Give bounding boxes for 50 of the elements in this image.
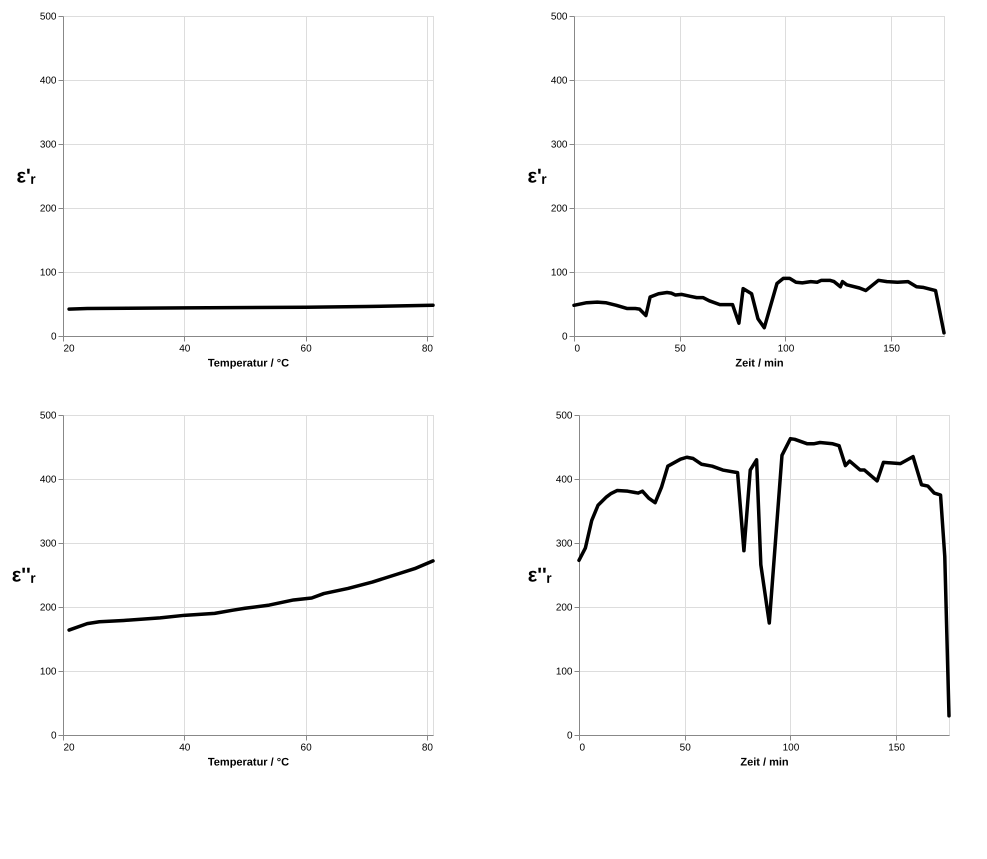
- x-tick-label: 100: [782, 742, 800, 754]
- y-tick-label: 100: [40, 268, 57, 278]
- x-tick-label: 40: [179, 344, 191, 354]
- y-tick-label: 200: [40, 602, 57, 614]
- y-tick-label: 500: [550, 12, 568, 22]
- y-axis-title: ε''ᵣ: [12, 564, 36, 586]
- x-axis-title: Zeit / min: [735, 358, 784, 370]
- y-axis-title: ε''ᵣ: [528, 564, 552, 586]
- x-tick-label: 60: [300, 344, 312, 354]
- y-tick-label: 200: [40, 204, 57, 214]
- x-axis-title: Temperatur / °C: [208, 358, 290, 370]
- y-tick-label: 400: [40, 76, 57, 86]
- y-tick-label: 100: [550, 268, 568, 278]
- y-tick-label: 0: [566, 730, 573, 742]
- y-tick-label: 300: [550, 140, 568, 150]
- line-series: [577, 436, 951, 718]
- y-axis-title: ε'ᵣ: [16, 166, 36, 188]
- x-tick-label: 60: [300, 742, 312, 754]
- x-tick-label: 50: [674, 344, 686, 354]
- x-tick-label: 20: [64, 742, 76, 754]
- x-tick-label: 100: [778, 344, 795, 354]
- y-tick-label: 200: [550, 204, 568, 214]
- x-tick-label: 0: [574, 344, 580, 354]
- x-axis-title: Temperatur / °C: [208, 756, 290, 768]
- line-series: [67, 559, 435, 632]
- y-tick-label: 300: [40, 538, 57, 550]
- x-axis-title: Zeit / min: [740, 756, 789, 768]
- y-tick-label: 0: [562, 332, 568, 342]
- x-tick-label: 0: [580, 742, 586, 754]
- y-tick-label: 500: [40, 410, 57, 422]
- x-tick-label: 40: [179, 742, 191, 754]
- y-tick-label: 0: [50, 730, 57, 742]
- y-tick-label: 500: [40, 12, 57, 22]
- x-tick-label: 150: [883, 344, 900, 354]
- y-tick-label: 100: [556, 666, 573, 678]
- y-tick-label: 500: [556, 410, 573, 422]
- x-tick-label: 20: [64, 344, 76, 354]
- y-tick-label: 400: [550, 76, 568, 86]
- y-tick-label: 0: [50, 332, 57, 342]
- x-tick-label: 80: [422, 344, 434, 354]
- y-tick-label: 300: [556, 538, 573, 550]
- y-tick-label: 100: [40, 666, 57, 678]
- y-tick-label: 400: [40, 474, 57, 486]
- y-tick-label: 400: [556, 474, 573, 486]
- y-axis-title: ε'ᵣ: [528, 166, 547, 188]
- y-tick-label: 300: [40, 140, 57, 150]
- x-tick-label: 50: [680, 742, 692, 754]
- x-tick-label: 80: [422, 742, 434, 754]
- x-tick-label: 150: [888, 742, 906, 754]
- y-tick-label: 200: [556, 602, 573, 614]
